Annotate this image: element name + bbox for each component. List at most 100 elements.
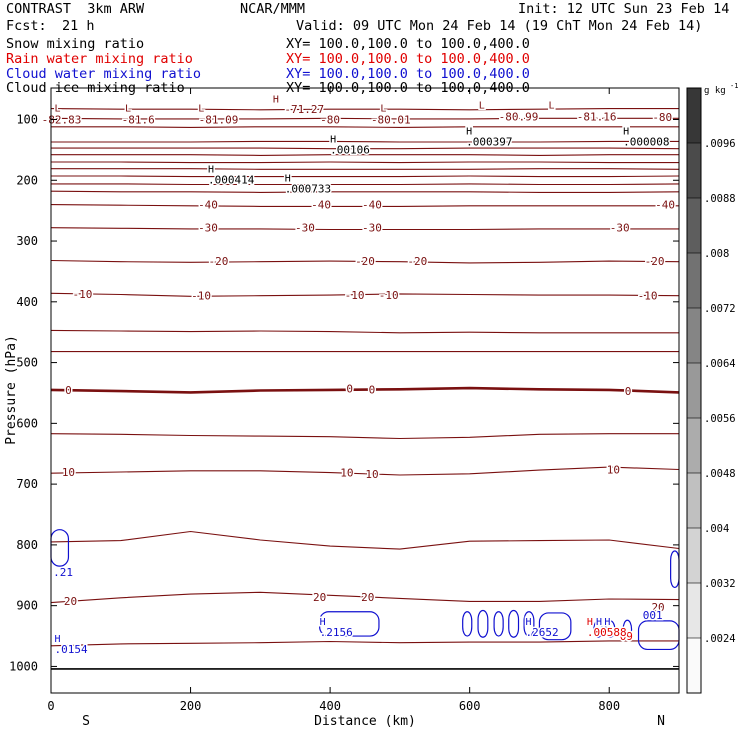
extremum-value: .000008 xyxy=(623,136,669,149)
field-rain-name: Rain water mixing ratio xyxy=(6,51,193,67)
isotherm-label: -82.83 xyxy=(42,114,82,127)
low-marker: L xyxy=(54,104,60,115)
high-marker: H xyxy=(273,94,279,105)
isotherm-0 xyxy=(50,386,680,394)
cloud-water-contour xyxy=(462,611,473,637)
field-cloud-water-xy: XY= 100.0,100.0 to 100.0,400.0 xyxy=(286,66,530,82)
init-time: Init: 12 UTC Sun 23 Feb 14 xyxy=(518,1,730,17)
high-marker: H xyxy=(330,135,336,146)
isotherm-6 xyxy=(51,161,679,164)
high-marker: H xyxy=(587,617,593,628)
isotherm-label: -30 xyxy=(610,222,630,235)
extremum-value: .2652 xyxy=(525,626,558,639)
y-tick-label: 500 xyxy=(16,356,38,370)
x-axis-label: Distance (km) xyxy=(314,714,416,729)
temperature-contours xyxy=(50,108,680,670)
x-tick-label: 200 xyxy=(180,699,202,713)
colorbar-label: .0088 xyxy=(704,193,736,205)
colorbar-segment xyxy=(687,528,701,583)
isotherm-label: 0 xyxy=(346,383,353,396)
isotherm-label: 10 xyxy=(340,467,353,480)
extremum-value: .00588 xyxy=(587,626,627,639)
isotherm-label: 20 xyxy=(361,591,374,604)
extremum-value: .000733 xyxy=(285,182,331,195)
isotherm-label: -20 xyxy=(645,255,665,268)
low-marker: L xyxy=(479,101,485,112)
isotherm-22 xyxy=(50,640,679,647)
extremum-value: .2156 xyxy=(320,626,353,639)
isotherm-10 xyxy=(50,466,680,476)
colorbar-segment xyxy=(687,363,701,418)
field-cloud-water-name: Cloud water mixing ratio xyxy=(6,66,202,82)
isotherm-label: 10 xyxy=(62,466,75,479)
contour-value-label: .21 xyxy=(53,566,73,579)
isotherm-label: 0 xyxy=(65,384,72,397)
y-tick-label: 300 xyxy=(16,234,38,248)
isotherm-3 xyxy=(51,140,679,143)
colorbar-segment xyxy=(687,638,701,693)
extremum-value: .000397 xyxy=(466,136,512,149)
cloud-water-contour xyxy=(670,550,680,589)
high-marker: H xyxy=(604,617,610,628)
colorbar-segment xyxy=(687,88,701,143)
x-tick-label: 0 xyxy=(47,699,54,713)
high-marker: H xyxy=(596,617,602,628)
colorbar-label: .0056 xyxy=(704,413,736,425)
low-marker: L xyxy=(125,104,131,115)
isotherm-label: -80 xyxy=(652,111,672,124)
extremum-value: .000414 xyxy=(208,173,255,186)
isotherm-5 xyxy=(51,154,679,156)
colorbar-label: .004 xyxy=(704,523,729,535)
high-marker: H xyxy=(525,617,531,628)
colorbar-label: .0096 xyxy=(704,138,736,150)
y-tick-label: 400 xyxy=(16,295,38,309)
cloud-water-contour xyxy=(523,611,535,637)
y-tick-label: 100 xyxy=(16,113,38,127)
contour-value-label: 001 xyxy=(643,609,663,622)
colorbar-label: .008 xyxy=(704,248,729,260)
extremum-value: .0154 xyxy=(54,643,87,656)
low-marker: L xyxy=(380,104,386,115)
isotherm-label: -30 xyxy=(295,222,315,235)
isotherm-label: 10 xyxy=(365,468,378,481)
isotherm-label: -10 xyxy=(345,289,365,302)
isotherm-label: -40 xyxy=(198,199,218,212)
isotherm-label: -20 xyxy=(209,255,229,268)
isotherm-label: -20 xyxy=(355,255,375,268)
colorbar-label: .0032 xyxy=(704,578,736,590)
isotherm-20 xyxy=(50,591,680,604)
colorbar-segment xyxy=(687,583,701,638)
isotherm-label: 20 xyxy=(651,601,664,614)
high-marker: H xyxy=(285,173,291,184)
isotherm-label: 20 xyxy=(64,595,77,608)
isotherm-10 xyxy=(50,190,680,193)
valid-time: Valid: 09 UTC Mon 24 Feb 14 (19 ChT Mon … xyxy=(296,18,703,34)
x-tick-label: 600 xyxy=(459,699,481,713)
isotherm-label: -71.27 xyxy=(284,103,324,116)
y-tick-label: 200 xyxy=(16,173,38,187)
axes: 0 200 400 600 800100200300400500600700800900… xyxy=(9,88,679,713)
colorbar-label: .0064 xyxy=(704,358,736,370)
y-tick-label: 1000 xyxy=(9,659,38,673)
north-label: N xyxy=(657,714,665,729)
forecast-hour: 21 h xyxy=(62,18,95,34)
colorbar-segment xyxy=(687,253,701,308)
colorbar-frame xyxy=(686,87,702,694)
isotherm-label: -81.16 xyxy=(577,110,617,123)
cloud-water-contour xyxy=(493,611,504,637)
x-tick-label: 800 xyxy=(598,699,620,713)
south-label: S xyxy=(82,714,90,729)
colorbar: .0096 .0088 .008 .0072 .0064 .0056 .0048 .004 .0… xyxy=(686,82,738,694)
isotherm-label: -40 xyxy=(311,199,331,212)
contour-value-label: 09 xyxy=(620,630,633,643)
high-marker: H xyxy=(208,164,214,175)
isotherm-label: -20 xyxy=(407,255,427,268)
isotherm-label: 0 xyxy=(625,385,632,398)
colorbar-label: .0024 xyxy=(704,633,736,645)
cloud-water-contour xyxy=(593,620,603,638)
high-marker: H xyxy=(466,127,472,138)
isotherm-4 xyxy=(51,147,680,150)
field-snow-name: Snow mixing ratio xyxy=(6,36,145,52)
colorbar-segment xyxy=(687,418,701,473)
